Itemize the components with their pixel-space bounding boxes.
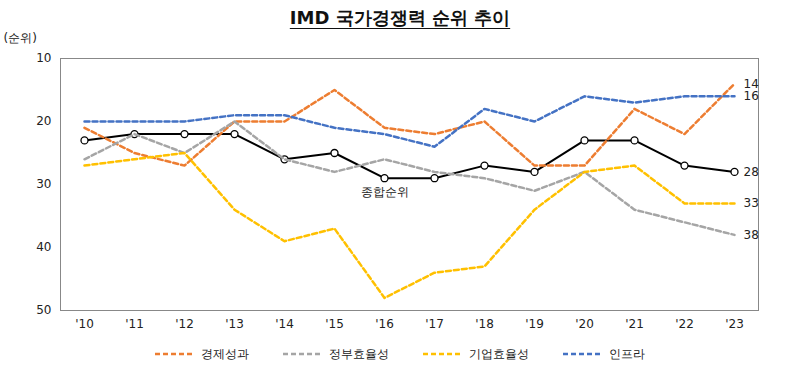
svg-text:33: 33 [744,196,759,210]
svg-text:(순위): (순위) [4,31,37,45]
svg-text:'15: '15 [325,317,344,331]
svg-text:'22: '22 [675,317,694,331]
html-text:정부효율성: 정부효율성 [329,346,389,361]
svg-text:'19: '19 [525,317,544,331]
svg-text:20: 20 [36,114,51,128]
svg-text:40: 40 [36,240,51,254]
svg-text:28: 28 [744,165,759,179]
svg-text:'21: '21 [625,317,644,331]
html-text:인프라: 인프라 [609,346,645,361]
svg-text:'18: '18 [475,317,494,331]
svg-text:'12: '12 [175,317,194,331]
html-text:경제성과: 경제성과 [201,346,249,361]
svg-text:10: 10 [36,51,51,65]
svg-text:'20: '20 [575,317,594,331]
svg-text:종합순위: 종합순위 [361,185,409,199]
svg-text:'17: '17 [425,317,444,331]
svg-text:'14: '14 [275,317,294,331]
svg-text:'11: '11 [125,317,144,331]
html-text:IMD 국가경쟁력 순위 추이: IMD 국가경쟁력 순위 추이 [289,7,511,28]
svg-text:38: 38 [744,228,759,242]
svg-text:30: 30 [36,177,51,191]
svg-text:50: 50 [36,303,51,317]
svg-text:16: 16 [744,89,759,103]
html-text:기업효율성: 기업효율성 [469,346,529,361]
svg-text:'16: '16 [375,317,394,331]
svg-text:'13: '13 [225,317,244,331]
svg-text:14: 14 [743,76,759,91]
svg-text:'23: '23 [725,317,744,331]
svg-text:'10: '10 [75,317,94,331]
